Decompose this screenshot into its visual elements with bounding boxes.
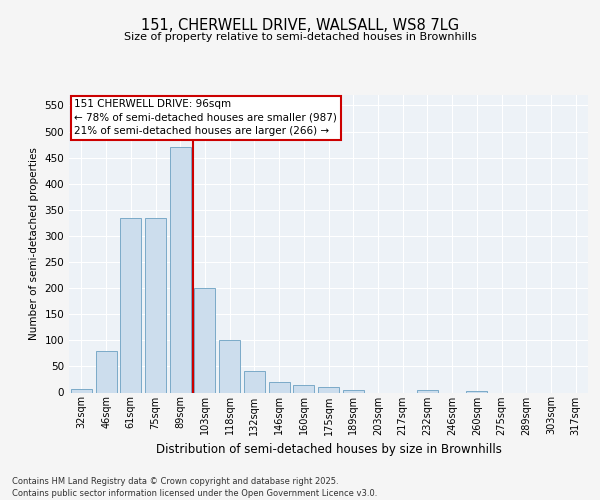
Bar xyxy=(95,350,116,393)
Bar xyxy=(244,370,265,392)
Bar xyxy=(170,147,191,392)
Bar xyxy=(194,288,215,393)
Bar xyxy=(318,387,339,392)
Bar xyxy=(343,390,364,392)
Text: 151, CHERWELL DRIVE, WALSALL, WS8 7LG: 151, CHERWELL DRIVE, WALSALL, WS8 7LG xyxy=(141,18,459,32)
Bar xyxy=(293,385,314,392)
Text: 151 CHERWELL DRIVE: 96sqm
← 78% of semi-detached houses are smaller (987)
21% of: 151 CHERWELL DRIVE: 96sqm ← 78% of semi-… xyxy=(74,100,337,136)
Bar xyxy=(120,218,141,392)
Text: Size of property relative to semi-detached houses in Brownhills: Size of property relative to semi-detach… xyxy=(124,32,476,42)
Bar xyxy=(71,389,92,392)
Text: Contains HM Land Registry data © Crown copyright and database right 2025.
Contai: Contains HM Land Registry data © Crown c… xyxy=(12,476,377,498)
Bar xyxy=(219,340,240,392)
Bar xyxy=(145,218,166,392)
Bar xyxy=(269,382,290,392)
Y-axis label: Number of semi-detached properties: Number of semi-detached properties xyxy=(29,148,39,340)
X-axis label: Distribution of semi-detached houses by size in Brownhills: Distribution of semi-detached houses by … xyxy=(155,443,502,456)
Bar xyxy=(417,390,438,392)
